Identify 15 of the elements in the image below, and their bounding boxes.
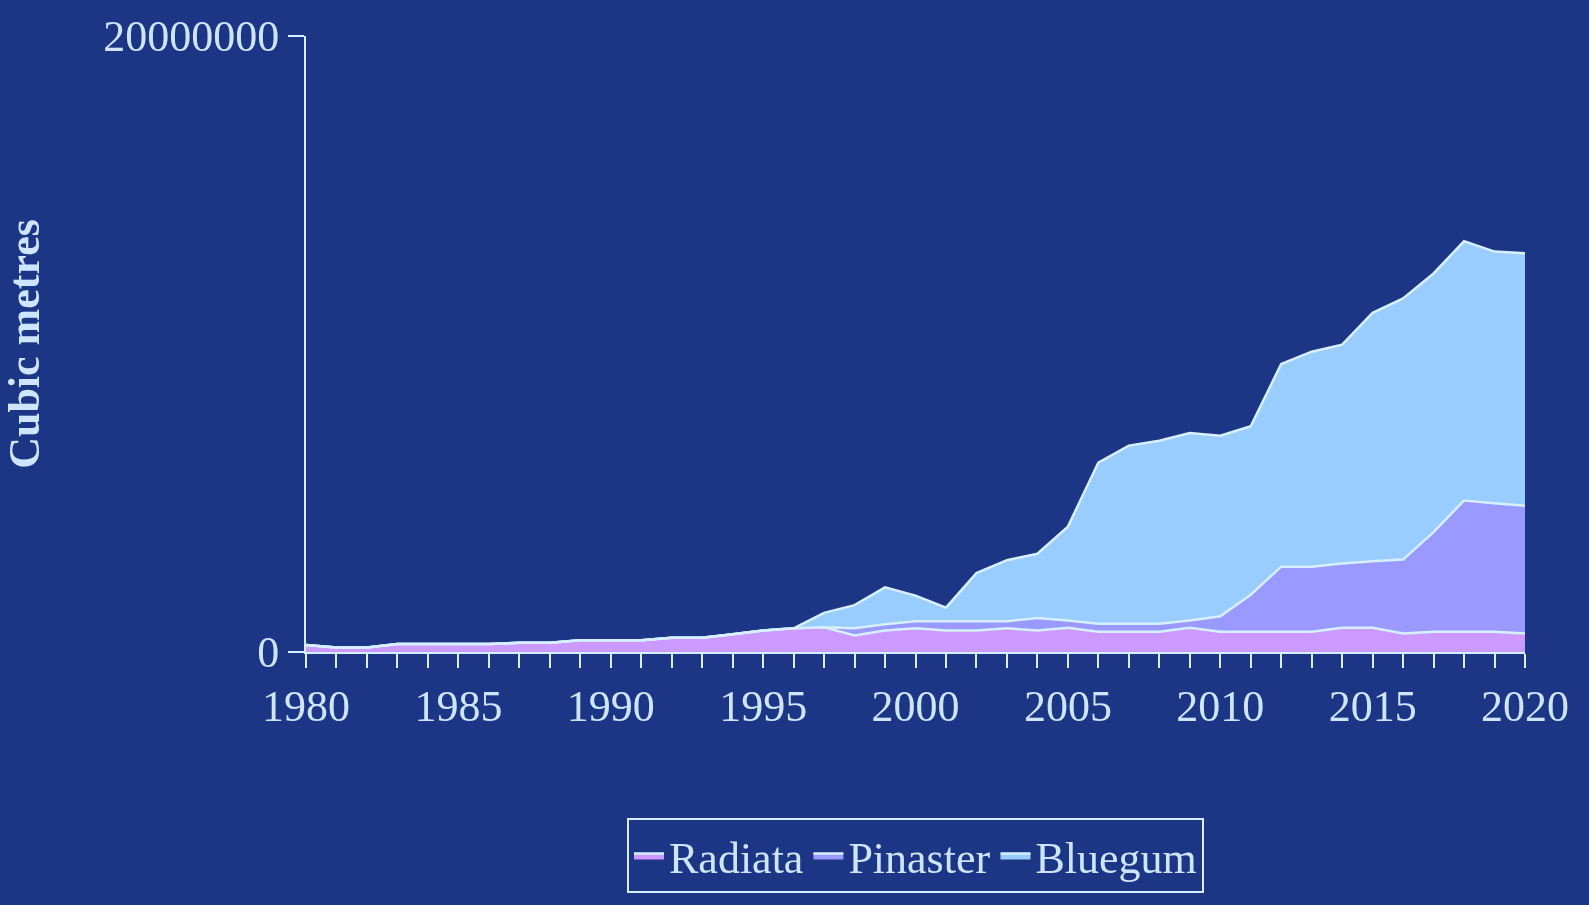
x-tick-label: 1980 [262, 681, 350, 731]
x-tick-label: 2005 [1023, 681, 1112, 731]
y-axis-title: Cubic metres [0, 219, 49, 469]
legend-label: Bluegum [1035, 833, 1197, 883]
x-tick-label: 2010 [1176, 681, 1265, 731]
y-tick-label: 20000000 [103, 12, 280, 62]
x-tick-label: 2015 [1328, 681, 1417, 731]
legend-label: Radiata [669, 833, 804, 883]
x-tick-label: 1990 [566, 681, 655, 731]
x-tick-label: 1985 [414, 681, 503, 731]
x-tick-label: 2000 [871, 681, 960, 731]
x-tick-label: 2020 [1481, 681, 1569, 731]
x-tick-label: 1995 [719, 681, 808, 731]
y-tick-label: 0 [257, 628, 280, 678]
legend-label: Pinaster [848, 833, 991, 883]
